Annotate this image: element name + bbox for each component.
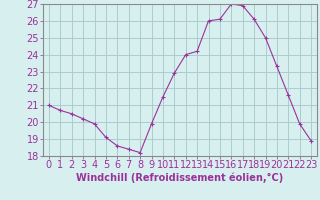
X-axis label: Windchill (Refroidissement éolien,°C): Windchill (Refroidissement éolien,°C)	[76, 173, 284, 183]
